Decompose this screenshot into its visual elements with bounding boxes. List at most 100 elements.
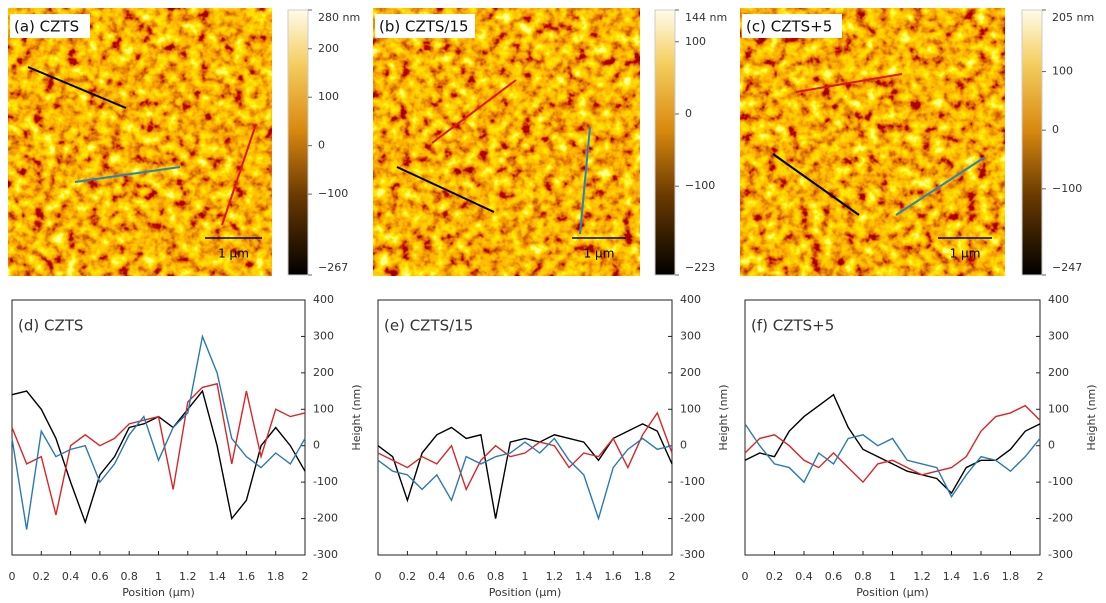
- colorbar-tick-label: −100: [318, 187, 348, 200]
- x-tick-label: 1.4: [575, 570, 593, 583]
- x-tick-label: 1.8: [267, 570, 285, 583]
- image-label: (b) CZTS/15: [379, 18, 469, 36]
- y-axis-label: Height (nm): [1085, 384, 1098, 450]
- x-tick-label: 1: [155, 570, 162, 583]
- x-tick-label: 1: [522, 570, 529, 583]
- y-tick-label: -200: [313, 512, 338, 525]
- x-tick-label: 1.2: [913, 570, 931, 583]
- y-axis-label: Height (nm): [350, 384, 363, 450]
- profile-series: [744, 423, 1041, 499]
- colorbar-tick-label: 0: [318, 139, 325, 152]
- y-tick-label: 300: [313, 329, 334, 342]
- y-tick-label: 0: [680, 439, 687, 452]
- y-tick-label: 300: [1048, 329, 1069, 342]
- profile-series: [744, 404, 1041, 484]
- profile-line: [895, 156, 986, 216]
- scale-bar-label: 1 μm: [950, 247, 981, 261]
- line-chart: (d) CZTS -300 -200 -100 0 100 200 300 400 0 0.2 0.4…: [9, 293, 364, 599]
- image-label: (a) CZTS: [14, 18, 79, 36]
- scale-bar-label: 1 μm: [584, 247, 615, 261]
- afm-image: [8, 8, 272, 276]
- x-tick-label: 0.8: [120, 570, 138, 583]
- x-axis-label: Position (μm): [122, 586, 195, 599]
- profile-line: [74, 166, 181, 183]
- profile-line: [795, 73, 903, 93]
- x-tick-label: 2: [302, 570, 309, 583]
- x-tick-label: 0: [375, 570, 382, 583]
- profile-series: [377, 423, 673, 519]
- x-axis-label: Position (μm): [489, 586, 562, 599]
- colorbar-tick-label: 0: [685, 107, 692, 120]
- y-tick-label: -100: [313, 475, 338, 488]
- y-tick-label: 100: [1048, 402, 1069, 415]
- x-tick-label: 0.2: [399, 570, 417, 583]
- x-tick-label: 1.6: [238, 570, 256, 583]
- y-tick-label: -100: [1048, 475, 1073, 488]
- y-tick-label: -300: [1048, 548, 1073, 561]
- plot-frame: [744, 299, 1041, 556]
- colorbar: [287, 9, 309, 276]
- line-chart: (f) CZTS+5 -300 -200 -100 0 100 200 300 400 0 0.2 0…: [742, 293, 1099, 599]
- colorbar-tick-label: 205 nm: [1052, 11, 1094, 24]
- x-tick-label: 0.4: [795, 570, 813, 583]
- scale-bar-label: 1 μm: [218, 247, 249, 261]
- x-tick-label: 1.4: [943, 570, 961, 583]
- y-tick-label: 400: [680, 293, 701, 306]
- x-tick-label: 1.6: [604, 570, 622, 583]
- y-axis-label: Height (nm): [717, 384, 730, 450]
- line-chart: (e) CZTS/15 -300 -200 -100 0 100 200 300 400 0 0.2…: [375, 293, 731, 599]
- profile-line: [27, 66, 127, 109]
- chart-title: (f) CZTS+5: [751, 317, 834, 335]
- colorbar: [1021, 9, 1043, 276]
- profile-series: [377, 437, 673, 521]
- x-tick-label: 1.2: [179, 570, 197, 583]
- x-tick-label: 0: [9, 570, 16, 583]
- x-tick-label: 1.8: [1002, 570, 1020, 583]
- x-tick-label: 0.2: [766, 570, 784, 583]
- afm-image: [740, 8, 1005, 276]
- x-tick-label: 1.8: [634, 570, 652, 583]
- label-bg: [742, 14, 842, 38]
- label-bg: [375, 14, 475, 38]
- colorbar-tick-label: −100: [685, 179, 715, 192]
- y-tick-label: 200: [313, 366, 334, 379]
- colorbar: [654, 9, 676, 276]
- colorbar-tick-label: −247: [1052, 261, 1082, 274]
- x-tick-label: 2: [669, 570, 676, 583]
- profile-line: [396, 166, 495, 213]
- colorbar-tick-label: −267: [318, 261, 348, 274]
- x-tick-label: 1.6: [972, 570, 990, 583]
- y-tick-label: -300: [313, 548, 338, 561]
- y-tick-label: 400: [1048, 293, 1069, 306]
- y-tick-label: 100: [680, 402, 701, 415]
- y-tick-label: -100: [680, 475, 705, 488]
- profile-series: [11, 333, 306, 530]
- chart-title: (e) CZTS/15: [384, 317, 473, 335]
- colorbar-tick-label: −100: [1052, 182, 1082, 195]
- y-tick-label: 200: [1048, 366, 1069, 379]
- afm-image: [373, 8, 640, 276]
- x-axis-label: Position (μm): [856, 586, 929, 599]
- x-tick-label: 0.6: [825, 570, 843, 583]
- y-tick-label: -300: [680, 548, 705, 561]
- profile-series: [11, 382, 306, 516]
- profile-line: [772, 153, 860, 216]
- label-bg: [10, 14, 90, 38]
- profile-line: [431, 79, 517, 144]
- x-tick-label: 0: [742, 570, 749, 583]
- afm-images: [8, 8, 1005, 276]
- colorbar-tick-label: 280 nm: [318, 11, 360, 24]
- colorbar-tick-label: 100: [1052, 65, 1073, 78]
- profile-series: [744, 393, 1041, 495]
- x-tick-label: 0.4: [428, 570, 446, 583]
- y-tick-label: 400: [313, 293, 334, 306]
- colorbar-tick-label: 100: [318, 90, 339, 103]
- x-tick-label: 0.6: [457, 570, 475, 583]
- x-tick-label: 0.8: [854, 570, 872, 583]
- x-tick-label: 1.4: [208, 570, 226, 583]
- colorbar-tick-label: 0: [1052, 123, 1059, 136]
- colorbar-tick-label: −223: [685, 261, 715, 274]
- x-tick-label: 0.4: [62, 570, 80, 583]
- y-tick-label: 100: [313, 402, 334, 415]
